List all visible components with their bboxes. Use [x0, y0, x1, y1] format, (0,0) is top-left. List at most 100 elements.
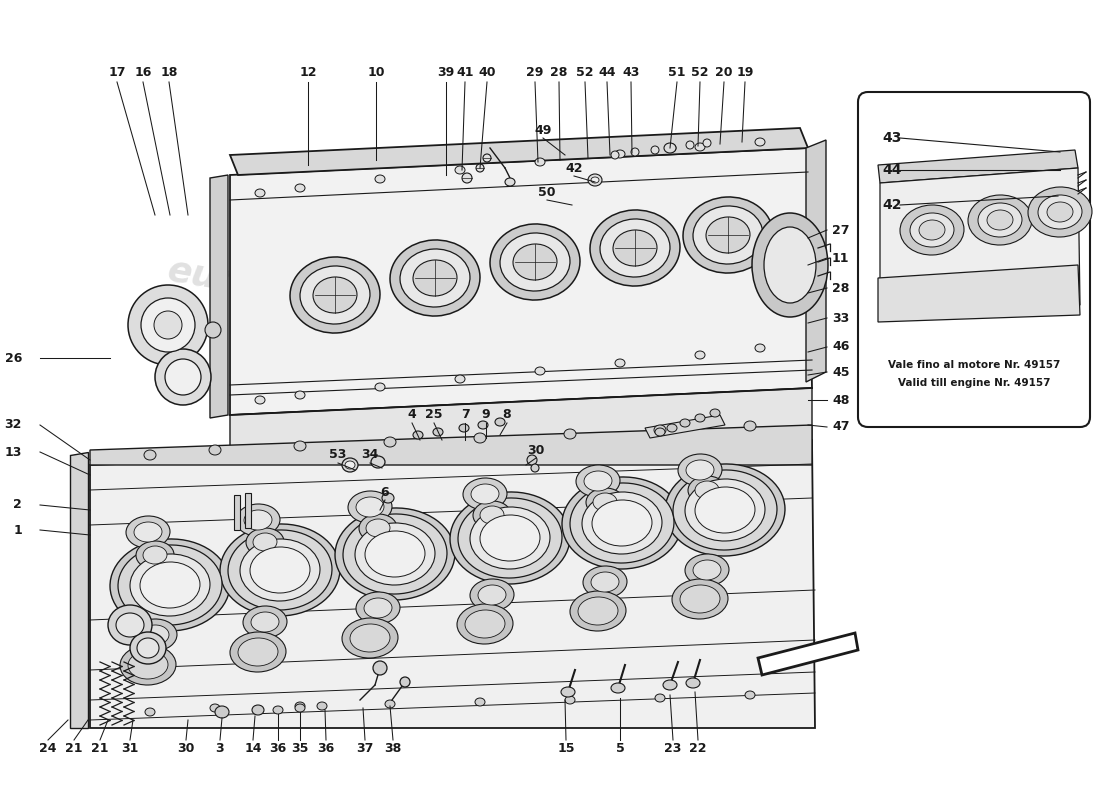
Ellipse shape — [666, 464, 785, 556]
Ellipse shape — [228, 530, 332, 610]
Ellipse shape — [654, 428, 666, 436]
Polygon shape — [70, 452, 88, 728]
Ellipse shape — [535, 367, 544, 375]
Ellipse shape — [500, 233, 570, 291]
Ellipse shape — [576, 465, 620, 497]
Text: 48: 48 — [832, 394, 849, 406]
Ellipse shape — [564, 429, 576, 439]
Text: 50: 50 — [538, 186, 556, 198]
Ellipse shape — [459, 424, 469, 432]
Ellipse shape — [244, 510, 272, 530]
Ellipse shape — [373, 661, 387, 675]
Ellipse shape — [384, 437, 396, 447]
Ellipse shape — [685, 554, 729, 586]
Ellipse shape — [400, 677, 410, 687]
Ellipse shape — [478, 585, 506, 605]
Text: 31: 31 — [121, 742, 139, 754]
Text: 18: 18 — [161, 66, 178, 78]
Ellipse shape — [243, 606, 287, 638]
Ellipse shape — [273, 706, 283, 714]
Ellipse shape — [654, 694, 666, 702]
Text: 38: 38 — [384, 742, 402, 754]
Ellipse shape — [673, 470, 777, 550]
Ellipse shape — [463, 478, 507, 510]
Ellipse shape — [300, 266, 370, 324]
Ellipse shape — [562, 477, 682, 569]
Ellipse shape — [140, 562, 200, 608]
Text: 21: 21 — [91, 742, 109, 754]
Ellipse shape — [250, 547, 310, 593]
Polygon shape — [90, 440, 815, 728]
Ellipse shape — [465, 610, 505, 638]
Ellipse shape — [253, 533, 277, 551]
Ellipse shape — [744, 421, 756, 431]
Ellipse shape — [535, 158, 544, 166]
Ellipse shape — [615, 150, 625, 158]
Ellipse shape — [570, 483, 674, 563]
Ellipse shape — [133, 619, 177, 651]
Text: 1: 1 — [13, 523, 22, 537]
Text: 15: 15 — [558, 742, 574, 754]
Polygon shape — [878, 265, 1080, 322]
Ellipse shape — [471, 484, 499, 504]
Text: 33: 33 — [832, 311, 849, 325]
Polygon shape — [880, 168, 1080, 315]
Text: 44: 44 — [882, 163, 902, 177]
Text: 21: 21 — [65, 742, 82, 754]
Ellipse shape — [470, 579, 514, 611]
Text: 3: 3 — [216, 742, 224, 754]
Ellipse shape — [693, 206, 763, 264]
Ellipse shape — [668, 144, 676, 152]
Ellipse shape — [910, 213, 954, 247]
Ellipse shape — [570, 591, 626, 631]
Text: 6: 6 — [381, 486, 389, 498]
Text: eurospares: eurospares — [165, 254, 396, 327]
Ellipse shape — [255, 396, 265, 404]
Ellipse shape — [456, 604, 513, 644]
Ellipse shape — [590, 210, 680, 286]
Ellipse shape — [470, 507, 550, 569]
Ellipse shape — [695, 414, 705, 422]
Ellipse shape — [706, 217, 750, 253]
Text: 43: 43 — [623, 66, 640, 78]
Ellipse shape — [412, 431, 424, 439]
Text: 39: 39 — [438, 66, 454, 78]
Ellipse shape — [342, 618, 398, 658]
Ellipse shape — [214, 706, 229, 718]
Ellipse shape — [134, 522, 162, 542]
Ellipse shape — [371, 456, 385, 468]
Ellipse shape — [462, 173, 472, 183]
Text: 47: 47 — [832, 421, 849, 434]
Text: 32: 32 — [4, 418, 22, 431]
Ellipse shape — [255, 189, 265, 197]
Ellipse shape — [710, 409, 720, 417]
Polygon shape — [806, 140, 826, 382]
Polygon shape — [90, 425, 812, 465]
Ellipse shape — [688, 476, 726, 504]
Text: 17: 17 — [108, 66, 125, 78]
Ellipse shape — [695, 351, 705, 359]
Text: 10: 10 — [367, 66, 385, 78]
Ellipse shape — [450, 492, 570, 584]
Text: 28: 28 — [550, 66, 568, 78]
Ellipse shape — [126, 516, 170, 548]
Ellipse shape — [755, 344, 764, 352]
Ellipse shape — [345, 461, 355, 469]
Ellipse shape — [108, 605, 152, 645]
Ellipse shape — [591, 572, 619, 592]
Ellipse shape — [695, 143, 705, 151]
Ellipse shape — [295, 702, 305, 710]
Text: 13: 13 — [4, 446, 22, 458]
Text: 9: 9 — [482, 409, 491, 422]
Ellipse shape — [205, 322, 221, 338]
Polygon shape — [230, 148, 812, 415]
Ellipse shape — [680, 585, 720, 613]
Ellipse shape — [755, 138, 764, 146]
Ellipse shape — [663, 680, 676, 690]
Text: 4: 4 — [408, 409, 417, 422]
Polygon shape — [230, 388, 812, 475]
Ellipse shape — [165, 359, 201, 395]
Ellipse shape — [968, 195, 1032, 245]
Text: 19: 19 — [736, 66, 754, 78]
Ellipse shape — [220, 524, 340, 616]
